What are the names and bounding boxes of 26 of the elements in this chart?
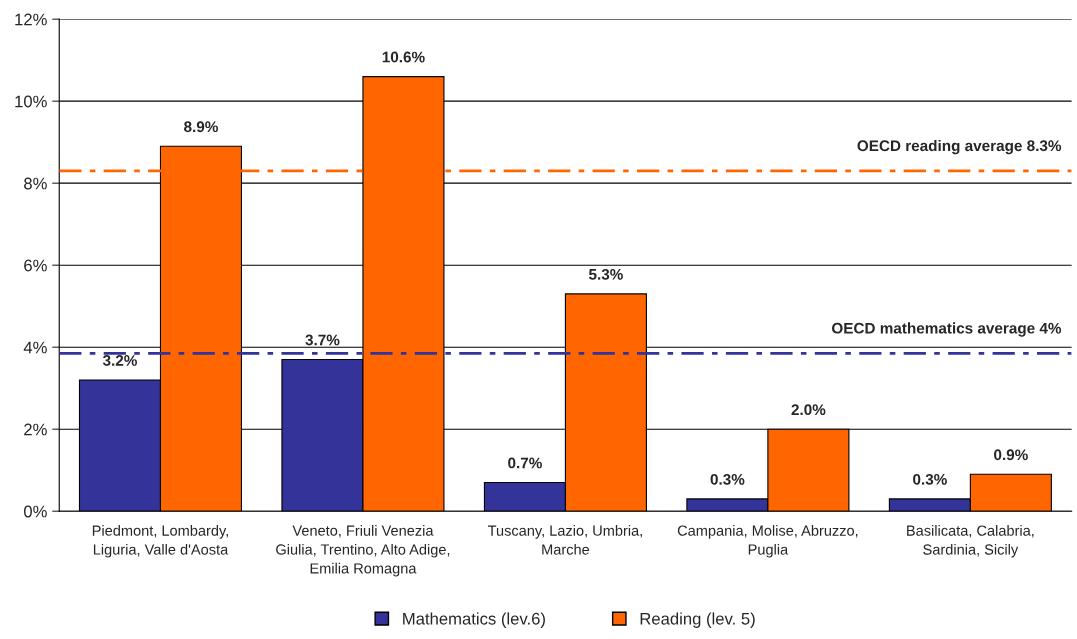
data-label: 0.9% <box>994 449 1028 461</box>
legend-label: Reading (lev. 5) <box>640 612 755 628</box>
x-tick-label: Basilicata, Calabria, Sardinia, Sicily <box>907 525 1034 558</box>
y-tick-label: 12% <box>15 13 47 26</box>
data-label: 0.3% <box>710 473 745 485</box>
ref-line-label: OECD mathematics average 4% <box>832 322 1062 337</box>
data-label: 3.7% <box>305 334 340 346</box>
x-tick-label: Piedmont, Lombardy, Liguria, Valle d'Aosta <box>92 525 229 558</box>
y-tick-label: 6% <box>24 259 47 272</box>
ref-line-label: OECD reading average 8.3% <box>857 139 1062 155</box>
x-tick-label: Campania, Molise, Abruzzo, Puglia <box>677 525 858 558</box>
y-tick-label: 0% <box>23 505 47 518</box>
data-label: 10.6% <box>382 51 425 63</box>
y-tick-label: 2% <box>24 423 47 436</box>
y-tick-label: 8% <box>24 177 47 190</box>
data-label: 0.7% <box>508 457 542 469</box>
data-label: 3.2% <box>102 355 137 366</box>
legend-label: Mathematics (lev.6) <box>403 612 545 628</box>
y-tick-label: 4% <box>23 341 47 354</box>
data-label: 2.0% <box>791 404 826 416</box>
x-tick-label: Tuscany, Lazio, Umbria, Marche <box>487 525 642 555</box>
data-label: 8.9% <box>184 121 218 133</box>
data-label: 5.3% <box>588 268 623 280</box>
y-tick-label: 10% <box>15 95 47 108</box>
data-label: 0.3% <box>913 473 947 485</box>
x-tick-label: Veneto, Friuli Venezia Giulia, Trentino, Alto Adige, Emilia Romagna <box>276 525 450 577</box>
